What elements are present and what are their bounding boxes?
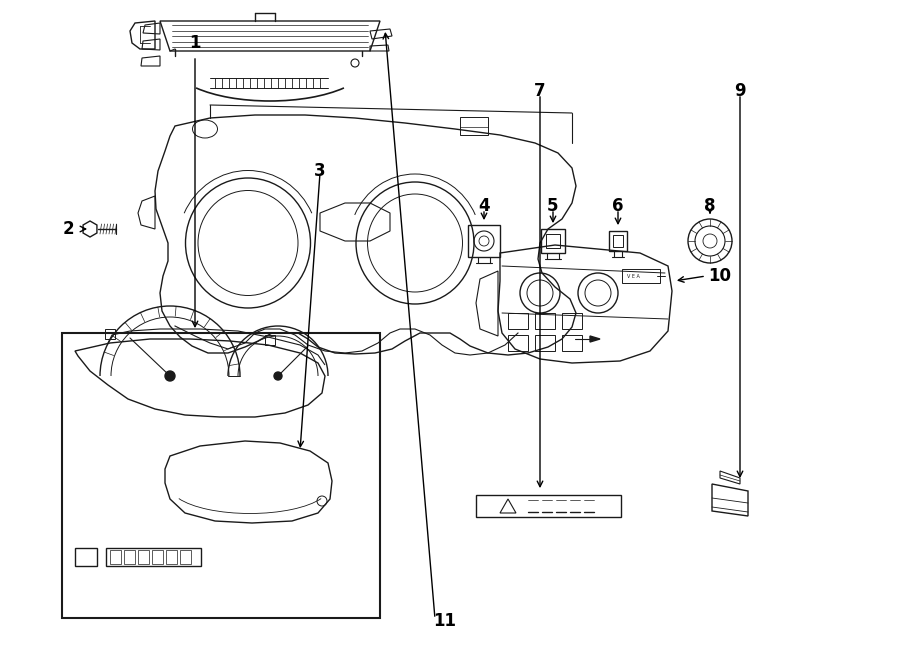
Text: 2: 2 bbox=[62, 220, 74, 238]
Bar bbox=[152, 550, 163, 564]
Text: 11: 11 bbox=[434, 612, 456, 630]
Bar bbox=[166, 550, 177, 564]
Bar bbox=[75, 548, 97, 566]
Bar bbox=[541, 229, 565, 253]
Bar bbox=[265, 335, 275, 345]
Text: 8: 8 bbox=[704, 197, 716, 215]
Bar bbox=[609, 231, 627, 251]
Bar bbox=[508, 335, 528, 351]
Polygon shape bbox=[590, 336, 600, 342]
Bar bbox=[613, 235, 623, 247]
Bar bbox=[546, 234, 560, 248]
Bar bbox=[508, 313, 528, 329]
Circle shape bbox=[165, 371, 175, 381]
Bar bbox=[460, 117, 488, 135]
Circle shape bbox=[274, 372, 282, 380]
Bar bbox=[562, 313, 582, 329]
Bar bbox=[124, 550, 135, 564]
Bar bbox=[535, 335, 555, 351]
Bar bbox=[105, 329, 115, 339]
Text: V E A: V E A bbox=[627, 274, 640, 278]
Text: 9: 9 bbox=[734, 82, 746, 100]
Bar bbox=[138, 550, 149, 564]
Text: 1: 1 bbox=[189, 34, 201, 52]
Text: 7: 7 bbox=[535, 82, 545, 100]
Bar bbox=[535, 313, 555, 329]
Bar bbox=[475, 495, 620, 517]
Bar bbox=[110, 550, 121, 564]
Text: 3: 3 bbox=[314, 162, 326, 180]
Text: 6: 6 bbox=[612, 197, 624, 215]
Bar bbox=[468, 225, 500, 257]
Text: 5: 5 bbox=[547, 197, 559, 215]
Text: 4: 4 bbox=[478, 197, 490, 215]
Bar bbox=[106, 548, 201, 566]
Text: 10: 10 bbox=[708, 267, 732, 285]
Bar bbox=[622, 269, 660, 283]
Bar bbox=[180, 550, 191, 564]
Bar bbox=[62, 333, 380, 618]
Bar bbox=[562, 335, 582, 351]
